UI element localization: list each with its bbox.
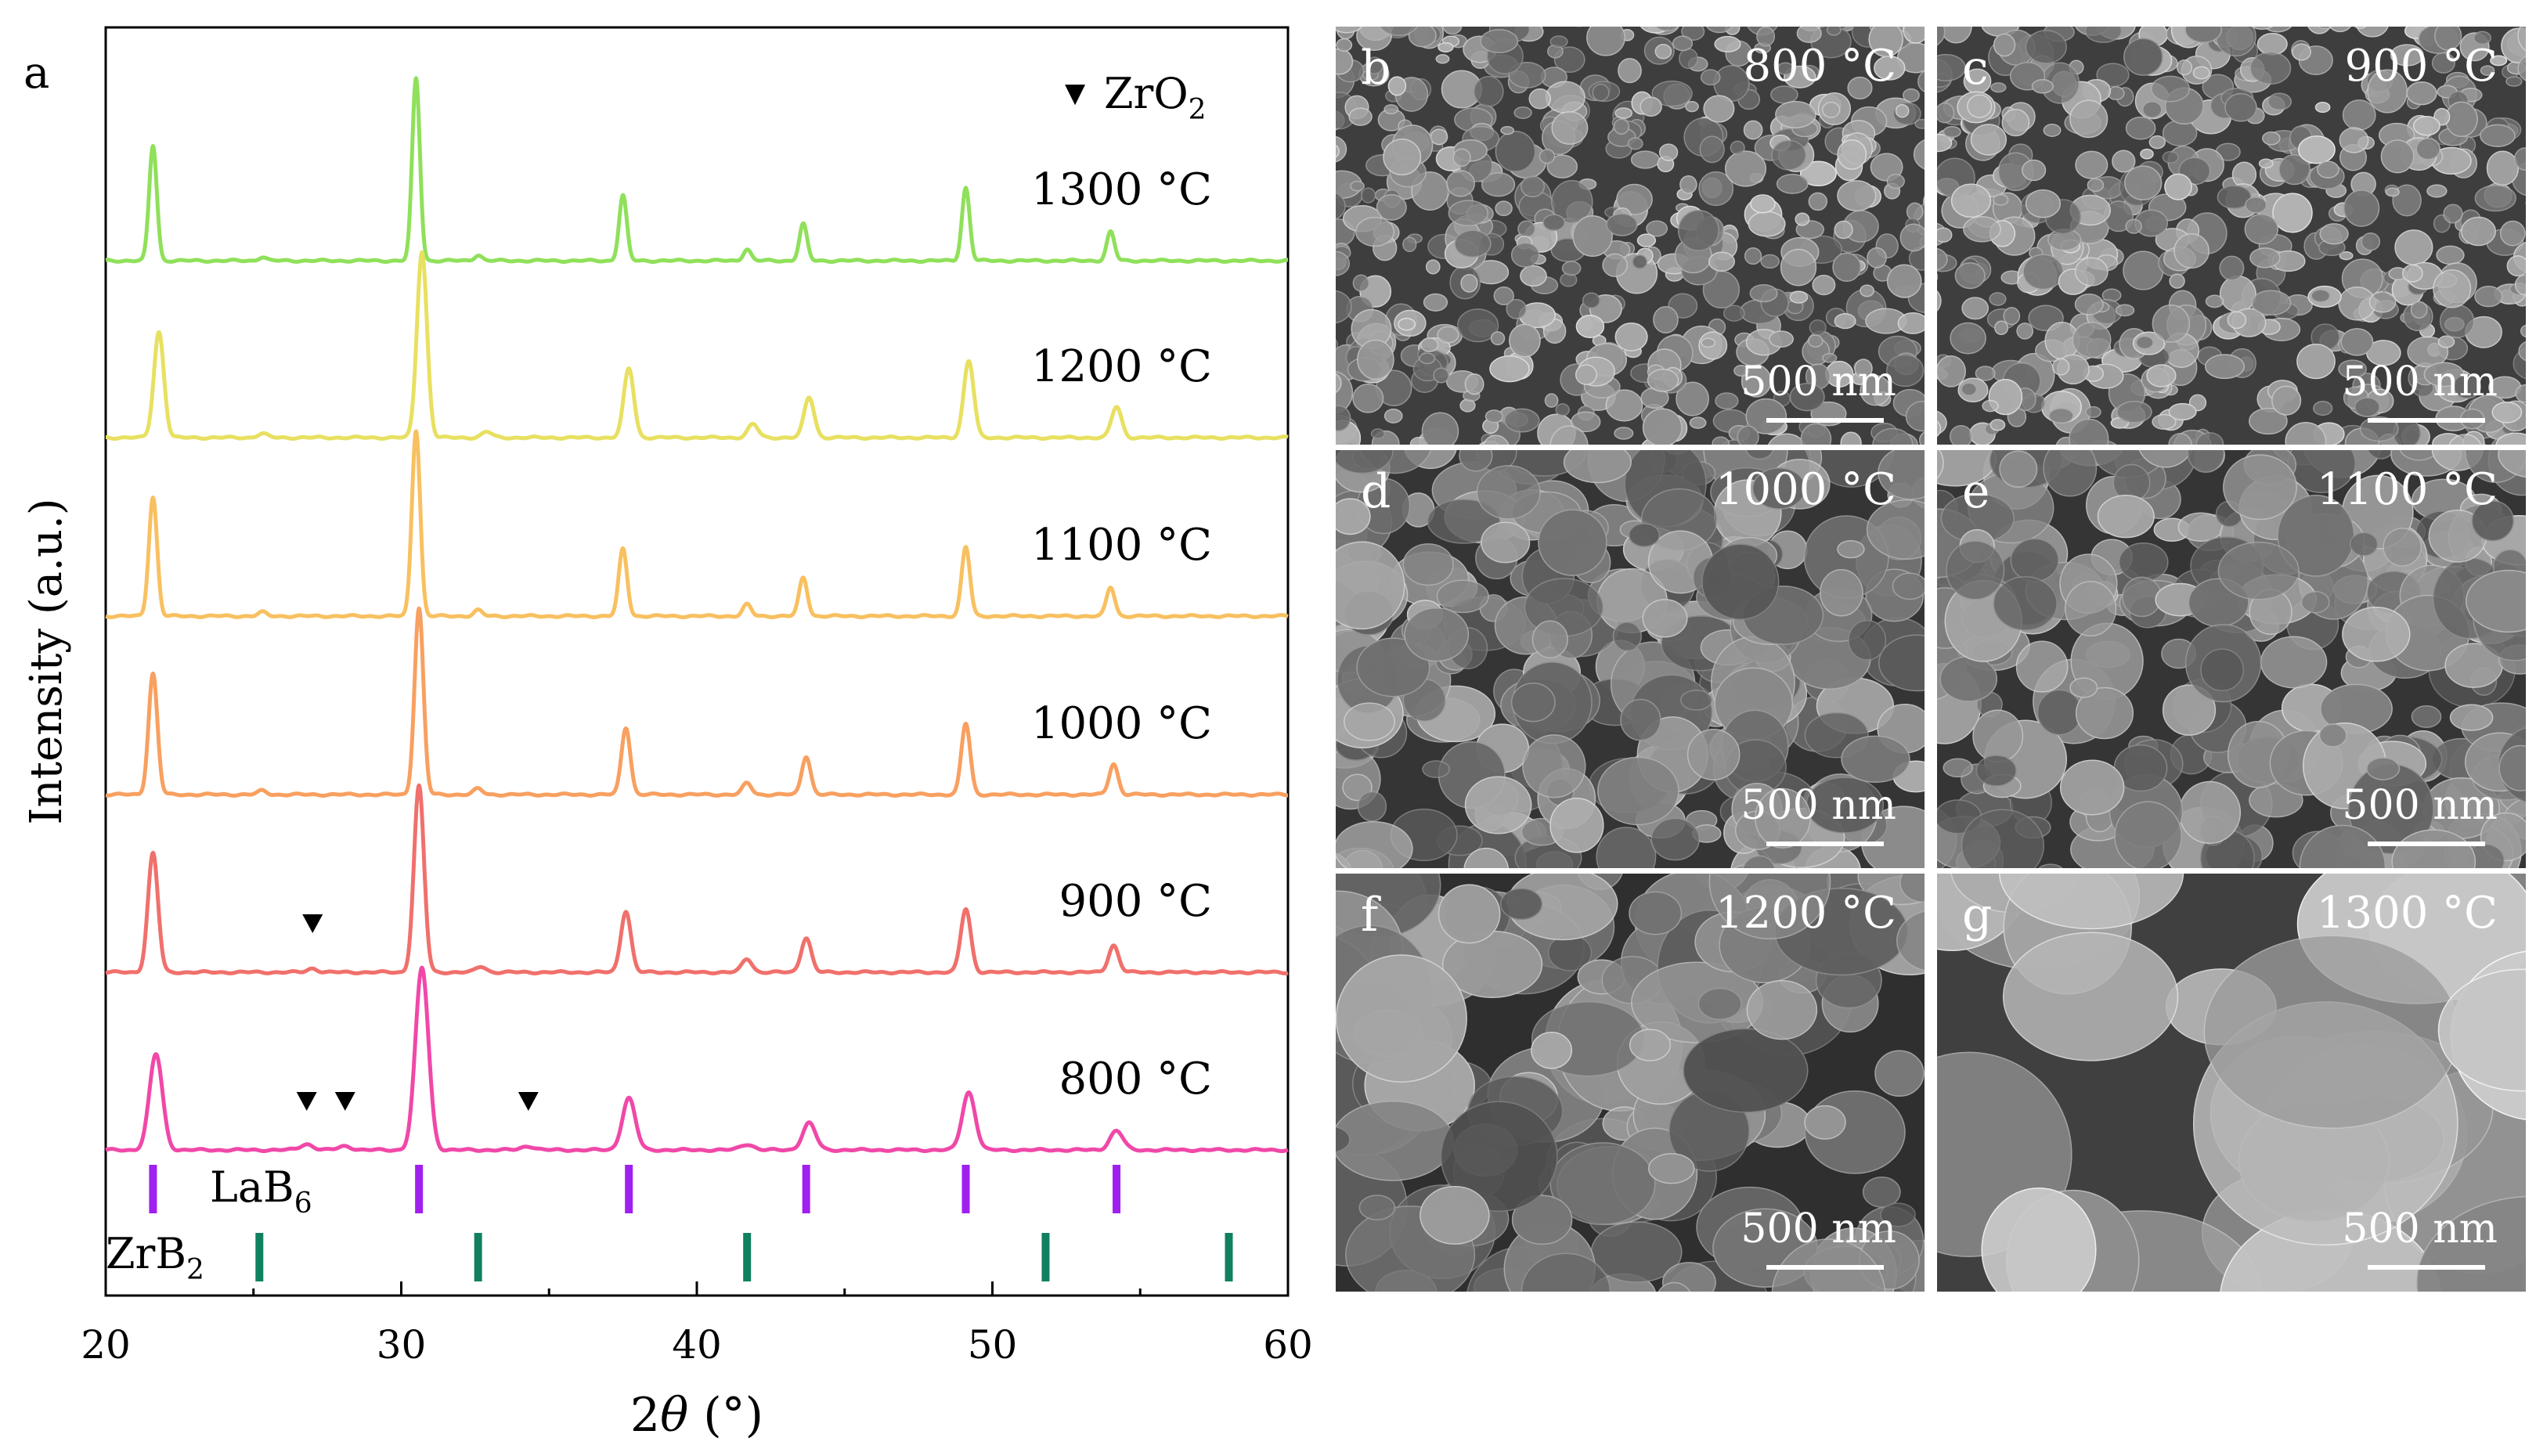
- scale-bar: [1766, 842, 1884, 846]
- sem-panel-g: g 1300 °C 500 nm: [1937, 874, 2526, 1292]
- series-line: [104, 965, 1290, 1153]
- scale-bar: [2368, 418, 2485, 423]
- x-tick-label: 60: [1263, 1322, 1313, 1368]
- series-label: 1200 °C: [1031, 341, 1212, 392]
- x-tick-label: 50: [968, 1322, 1018, 1368]
- scale-bar-label: 500 nm: [1741, 782, 1896, 829]
- panel-label-a: a: [23, 48, 49, 99]
- reference-tick: [149, 1165, 157, 1213]
- sem-panel-d: d 1000 °C 500 nm: [1336, 450, 1925, 868]
- plot-frame: [104, 26, 1290, 1297]
- reference-tick: [415, 1165, 424, 1213]
- reference-tick: [1113, 1165, 1121, 1213]
- zro2-marker: [302, 914, 323, 933]
- reference-label: LaB6: [210, 1162, 312, 1220]
- sem-panel-label: c: [1962, 41, 1989, 96]
- sem-temperature: 1000 °C: [1715, 464, 1896, 515]
- zro2-markers: [296, 914, 539, 1111]
- zro2-marker: [518, 1092, 539, 1111]
- scale-bar: [1766, 418, 1884, 423]
- series-label: 900 °C: [1059, 876, 1212, 927]
- legend-marker: ▼: [1065, 77, 1086, 109]
- sem-panel-c: c 900 °C 500 nm: [1937, 27, 2526, 445]
- scale-bar: [1766, 1265, 1884, 1270]
- x-tick-label: 30: [377, 1322, 427, 1368]
- sem-micrograph: [1937, 27, 2526, 445]
- sem-temperature: 1300 °C: [2316, 888, 2498, 939]
- sem-temperature: 900 °C: [2344, 41, 2498, 92]
- sem-micrograph: [1937, 450, 2526, 868]
- x-axis: 20 30 40 50 60: [81, 1281, 1313, 1368]
- series-label: 1100 °C: [1031, 520, 1212, 571]
- sem-temperature: 1100 °C: [2316, 464, 2498, 515]
- sem-micrograph: [1336, 27, 1925, 445]
- series-line: [104, 783, 1290, 975]
- series-line: [104, 76, 1290, 264]
- series-label: 1000 °C: [1031, 698, 1212, 749]
- reference-tick: [474, 1233, 482, 1281]
- sem-panel-label: e: [1962, 464, 1990, 519]
- series-label: 1300 °C: [1031, 164, 1212, 215]
- reference-tick: [255, 1233, 264, 1281]
- reference-tick: [625, 1165, 633, 1213]
- x-tick-label: 40: [672, 1322, 722, 1368]
- y-axis-label: Intensity (a.u.): [21, 498, 72, 824]
- reference-tick: [802, 1165, 810, 1213]
- zro2-marker: [296, 1092, 317, 1111]
- reference-tick: [961, 1165, 970, 1213]
- x-tick-label: 20: [81, 1322, 131, 1368]
- legend-zro2: ▼ ZrO2: [1065, 69, 1207, 126]
- sem-panel-label: b: [1361, 41, 1391, 96]
- xrd-patterns: 1300 °C 1200 °C 1100 °C 1000 °C 900 °C 800 °C: [104, 76, 1290, 1153]
- x-axis-label: 2θ (°): [630, 1388, 763, 1443]
- sem-temperature: 800 °C: [1743, 41, 1896, 92]
- sem-panel-label: f: [1361, 888, 1379, 942]
- sem-panel-f: f 1200 °C 500 nm: [1336, 874, 1925, 1292]
- reference-tick: [743, 1233, 752, 1281]
- sem-temperature: 1200 °C: [1715, 888, 1896, 939]
- reference-tick: [1225, 1233, 1233, 1281]
- scale-bar-label: 500 nm: [1741, 359, 1896, 405]
- scale-bar-label: 500 nm: [2342, 782, 2498, 829]
- scale-bar: [2368, 1265, 2485, 1270]
- sem-panel-label: d: [1361, 464, 1391, 519]
- reference-tick: [1041, 1233, 1050, 1281]
- sem-micrograph: [1937, 874, 2526, 1292]
- series-line: [104, 429, 1290, 619]
- series-line: [104, 250, 1290, 441]
- sem-panel-label: g: [1962, 888, 1993, 942]
- series-label: 800 °C: [1059, 1054, 1212, 1105]
- reference-label: ZrB2: [106, 1229, 204, 1286]
- sem-panel-e: e 1100 °C 500 nm: [1937, 450, 2526, 868]
- sem-grid: b 800 °C 500 nm c 900 °C 500 nm d 1000 °C 500 nm…: [1336, 27, 2532, 1299]
- legend-text: ZrO2: [1104, 69, 1207, 126]
- scale-bar: [2368, 842, 2485, 846]
- series-line: [104, 606, 1290, 798]
- zro2-marker: [334, 1092, 355, 1111]
- scale-bar-label: 500 nm: [2342, 359, 2498, 405]
- sem-micrograph: [1336, 450, 1925, 868]
- scale-bar-label: 500 nm: [1741, 1206, 1896, 1252]
- sem-panel-b: b 800 °C 500 nm: [1336, 27, 1925, 445]
- sem-micrograph: [1336, 874, 1925, 1292]
- scale-bar-label: 500 nm: [2342, 1206, 2498, 1252]
